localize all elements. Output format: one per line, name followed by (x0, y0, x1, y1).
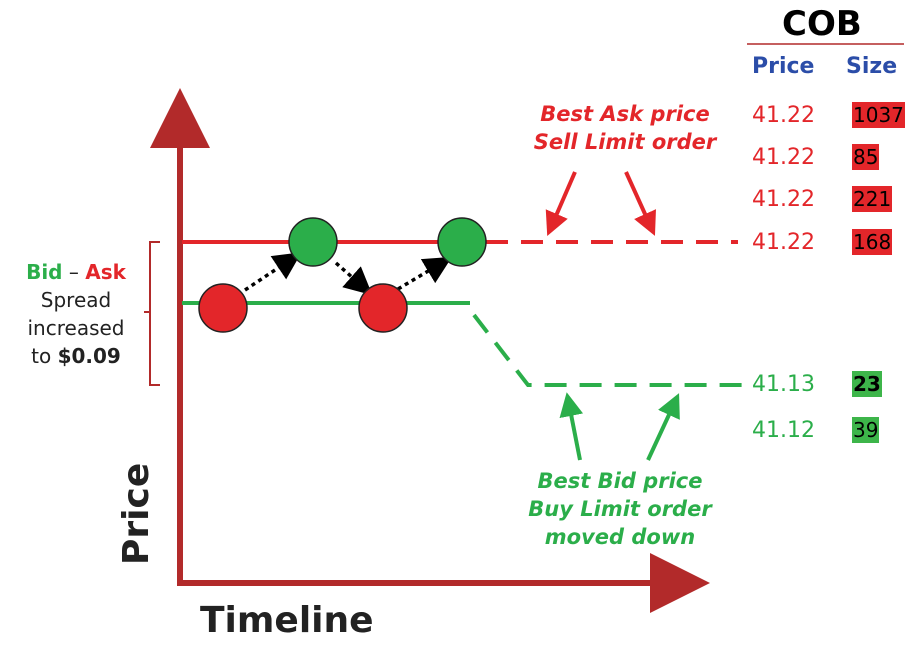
bid-annotation-line3: moved down (544, 525, 696, 549)
spread-to: to (31, 344, 58, 368)
spread-bracket (144, 241, 160, 386)
cob-price-header: Price (752, 54, 815, 79)
y-axis-label: Price (116, 462, 157, 565)
bid-pointer-arrow-left (559, 392, 584, 461)
ask-annotation: Best Ask price Sell Limit order (520, 100, 730, 156)
ask-size-4: 168 (852, 229, 893, 255)
cob-size-header: Size (846, 54, 898, 79)
spread-bid-word: Bid (26, 260, 63, 284)
bid-annotation-line1: Best Bid price (537, 469, 703, 493)
bid-dot-1 (198, 283, 248, 333)
bid-size-2: 39 (852, 417, 880, 443)
bid-line-dashed (472, 313, 742, 387)
ask-dot-1 (288, 217, 338, 267)
move-arrow-1 (244, 252, 302, 292)
move-arrow-2 (334, 261, 373, 296)
bid-annotation: Best Bid price Buy Limit order moved dow… (520, 467, 720, 551)
spread-line3: increased (27, 316, 125, 340)
spread-dash: – (62, 260, 86, 284)
bid-dot-2 (358, 283, 408, 333)
ask-size-1: 1037 (852, 102, 905, 128)
ask-size-2: 85 (852, 144, 880, 170)
spread-value: $0.09 (57, 344, 121, 368)
bid-pointer-arrow-right (646, 393, 680, 461)
bid-price-1: 41.13 (752, 372, 815, 397)
ask-pointer-arrow-left (545, 171, 577, 237)
spread-label: Bid – Ask Spread increased to $0.09 (2, 258, 150, 370)
ask-price-4: 41.22 (752, 230, 815, 255)
move-arrow-3 (397, 256, 453, 291)
spread-line2: Spread (40, 288, 112, 312)
ask-price-2: 41.22 (752, 145, 815, 170)
spread-title: Bid – Ask (2, 258, 150, 286)
ask-price-3: 41.22 (752, 187, 815, 212)
ask-price-1: 41.22 (752, 103, 815, 128)
x-axis-label: Timeline (200, 600, 374, 641)
bid-price-2: 41.12 (752, 418, 815, 443)
ask-dot-2 (437, 217, 487, 267)
spread-line4: to $0.09 (2, 342, 150, 370)
ask-annotation-line2: Sell Limit order (533, 130, 717, 154)
ask-size-3: 221 (852, 186, 893, 212)
bid-size-1: 23 (852, 371, 882, 397)
ask-annotation-line1: Best Ask price (540, 102, 710, 126)
spread-ask-word: Ask (85, 260, 126, 284)
cob-title: COB (782, 4, 862, 44)
bid-annotation-line2: Buy Limit order (528, 497, 712, 521)
ask-pointer-arrow-right (624, 171, 656, 236)
